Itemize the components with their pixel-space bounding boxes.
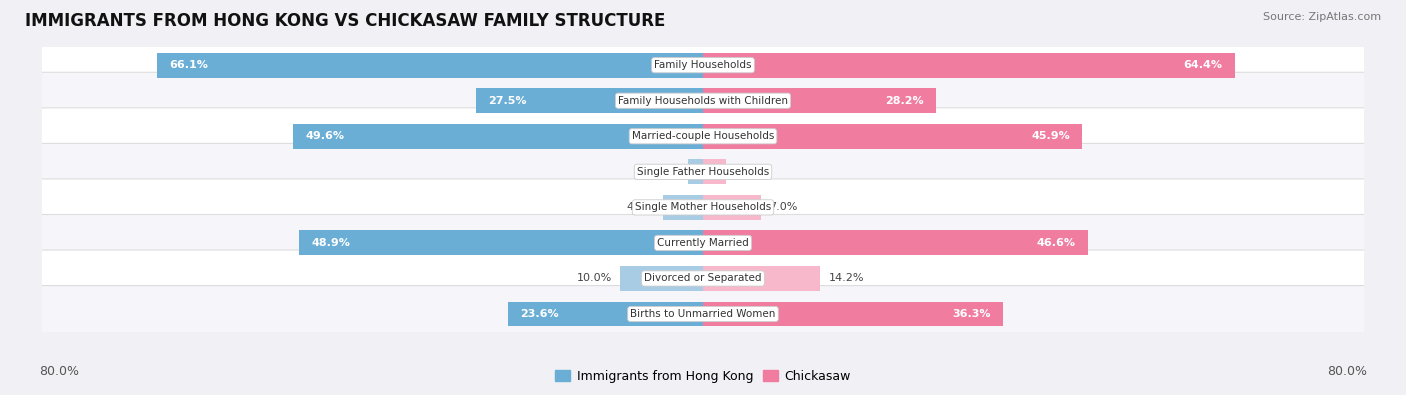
Text: 7.0%: 7.0% (769, 202, 797, 213)
Text: Births to Unmarried Women: Births to Unmarried Women (630, 309, 776, 319)
Text: 46.6%: 46.6% (1036, 238, 1076, 248)
FancyBboxPatch shape (35, 37, 1371, 94)
Bar (508, 302, 703, 326)
Text: Single Mother Households: Single Mother Households (636, 202, 770, 213)
FancyBboxPatch shape (35, 143, 1371, 200)
Text: IMMIGRANTS FROM HONG KONG VS CHICKASAW FAMILY STRUCTURE: IMMIGRANTS FROM HONG KONG VS CHICKASAW F… (25, 12, 665, 30)
Bar (299, 230, 703, 255)
Bar (703, 230, 1088, 255)
Bar (703, 124, 1083, 149)
Text: 36.3%: 36.3% (952, 309, 990, 319)
Text: Currently Married: Currently Married (657, 238, 749, 248)
Text: Married-couple Households: Married-couple Households (631, 131, 775, 141)
Bar (157, 53, 703, 77)
Bar (664, 195, 703, 220)
Text: 80.0%: 80.0% (1327, 365, 1367, 378)
Bar (703, 53, 1234, 77)
FancyBboxPatch shape (35, 108, 1371, 165)
Text: 10.0%: 10.0% (576, 273, 612, 284)
Text: 80.0%: 80.0% (39, 365, 79, 378)
Text: Single Father Households: Single Father Households (637, 167, 769, 177)
FancyBboxPatch shape (35, 179, 1371, 236)
Bar (688, 159, 703, 184)
Text: Source: ZipAtlas.com: Source: ZipAtlas.com (1263, 12, 1381, 22)
FancyBboxPatch shape (35, 286, 1371, 342)
Text: 2.8%: 2.8% (734, 167, 763, 177)
FancyBboxPatch shape (35, 72, 1371, 129)
FancyBboxPatch shape (35, 214, 1371, 271)
Text: 27.5%: 27.5% (488, 96, 527, 106)
Text: 48.9%: 48.9% (312, 238, 350, 248)
Text: Family Households: Family Households (654, 60, 752, 70)
Bar (620, 266, 703, 291)
Bar (703, 302, 1002, 326)
Bar (294, 124, 703, 149)
Bar (703, 266, 820, 291)
Text: 66.1%: 66.1% (169, 60, 208, 70)
FancyBboxPatch shape (35, 250, 1371, 307)
Text: Divorced or Separated: Divorced or Separated (644, 273, 762, 284)
Bar (475, 88, 703, 113)
Text: 45.9%: 45.9% (1031, 131, 1070, 141)
Text: 28.2%: 28.2% (884, 96, 924, 106)
Text: 4.8%: 4.8% (627, 202, 655, 213)
Text: 64.4%: 64.4% (1184, 60, 1223, 70)
Text: 49.6%: 49.6% (305, 131, 344, 141)
Text: 1.8%: 1.8% (651, 167, 681, 177)
Text: Family Households with Children: Family Households with Children (619, 96, 787, 106)
Bar (703, 159, 725, 184)
Bar (703, 88, 936, 113)
Text: 14.2%: 14.2% (828, 273, 865, 284)
Bar (703, 195, 761, 220)
Text: 23.6%: 23.6% (520, 309, 560, 319)
Legend: Immigrants from Hong Kong, Chickasaw: Immigrants from Hong Kong, Chickasaw (550, 365, 856, 388)
